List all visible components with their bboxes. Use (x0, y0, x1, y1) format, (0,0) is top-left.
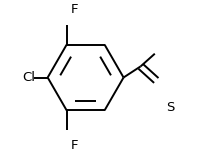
Text: S: S (165, 101, 173, 114)
Text: F: F (70, 139, 77, 152)
Text: F: F (70, 3, 77, 16)
Text: Cl: Cl (22, 71, 35, 84)
